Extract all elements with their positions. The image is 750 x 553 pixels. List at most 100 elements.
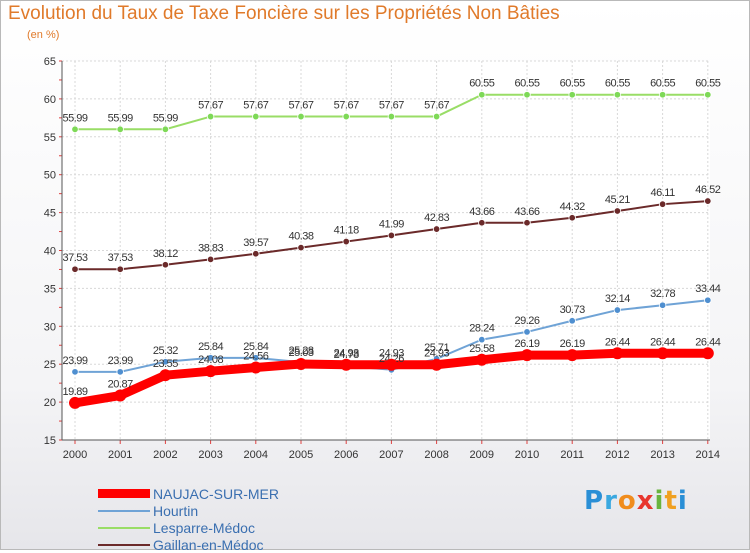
data-point-gaillan-en-m-doc bbox=[704, 197, 712, 205]
legend-item: Hourtin bbox=[98, 502, 279, 519]
data-point-hourtin bbox=[71, 368, 79, 376]
y-tick-label: 25 bbox=[44, 359, 56, 371]
data-point-lesparre-m-doc bbox=[342, 112, 350, 121]
data-label-hourtin: 25.32 bbox=[153, 345, 178, 357]
data-point-gaillan-en-m-doc bbox=[342, 237, 350, 246]
data-label-naujac-sur-mer: 23.55 bbox=[153, 358, 178, 370]
data-label-gaillan-en-m-doc: 43.66 bbox=[514, 206, 539, 218]
data-point-gaillan-en-m-doc bbox=[387, 231, 396, 240]
y-tick-label: 40 bbox=[44, 246, 56, 258]
data-point-gaillan-en-m-doc bbox=[252, 250, 260, 258]
data-point-gaillan-en-m-doc bbox=[161, 261, 170, 269]
data-label-gaillan-en-m-doc: 37.53 bbox=[108, 252, 133, 264]
data-label-gaillan-en-m-doc: 41.99 bbox=[379, 218, 404, 230]
data-point-naujac-sur-mer bbox=[249, 361, 262, 374]
chart-title: Evolution du Taux de Taxe Foncière sur l… bbox=[8, 3, 560, 24]
data-label-naujac-sur-mer: 20.87 bbox=[108, 379, 133, 391]
x-tick-label: 2007 bbox=[379, 449, 403, 461]
logo-letter: x bbox=[636, 486, 655, 516]
data-point-gaillan-en-m-doc bbox=[658, 200, 667, 208]
y-tick-label: 30 bbox=[44, 321, 56, 333]
legend-label: Hourtin bbox=[153, 502, 199, 519]
y-tick-label: 15 bbox=[44, 435, 56, 447]
data-label-naujac-sur-mer: 25.03 bbox=[288, 347, 313, 359]
legend-swatch bbox=[98, 526, 150, 529]
data-point-lesparre-m-doc bbox=[206, 112, 215, 121]
data-label-hourtin: 30.73 bbox=[560, 304, 585, 316]
data-label-lesparre-m-doc: 57.67 bbox=[334, 100, 359, 112]
data-label-naujac-sur-mer: 24.93 bbox=[334, 348, 359, 360]
y-tick-label: 65 bbox=[44, 56, 56, 68]
data-point-gaillan-en-m-doc bbox=[613, 207, 622, 215]
data-point-naujac-sur-mer bbox=[521, 349, 533, 362]
data-point-lesparre-m-doc bbox=[568, 91, 576, 99]
logo-letter: i bbox=[677, 486, 688, 516]
data-label-gaillan-en-m-doc: 39.57 bbox=[243, 237, 268, 249]
x-tick-label: 2014 bbox=[696, 449, 720, 461]
data-label-lesparre-m-doc: 57.67 bbox=[379, 100, 404, 112]
data-label-lesparre-m-doc: 57.67 bbox=[288, 100, 313, 112]
data-label-hourtin: 23.99 bbox=[108, 355, 133, 367]
data-label-naujac-sur-mer: 26.44 bbox=[650, 336, 675, 348]
data-label-lesparre-m-doc: 60.55 bbox=[605, 78, 630, 90]
logo-letter: t bbox=[664, 486, 678, 516]
x-tick-label: 2008 bbox=[424, 449, 448, 461]
x-tick-label: 2004 bbox=[244, 449, 268, 461]
data-label-naujac-sur-mer: 25.58 bbox=[469, 343, 494, 355]
data-label-gaillan-en-m-doc: 44.32 bbox=[560, 201, 585, 213]
legend-swatch bbox=[98, 543, 150, 546]
data-label-lesparre-m-doc: 60.55 bbox=[695, 78, 720, 90]
legend-swatch bbox=[98, 489, 150, 498]
data-label-naujac-sur-mer: 26.19 bbox=[514, 338, 539, 350]
data-point-hourtin bbox=[658, 301, 667, 309]
data-point-lesparre-m-doc bbox=[161, 125, 170, 133]
x-tick-label: 2000 bbox=[63, 449, 87, 461]
data-label-naujac-sur-mer: 26.19 bbox=[560, 338, 585, 350]
data-point-lesparre-m-doc bbox=[252, 112, 260, 121]
data-point-hourtin bbox=[206, 354, 215, 362]
legend-item: Lesparre-Médoc bbox=[98, 519, 279, 536]
data-label-gaillan-en-m-doc: 43.66 bbox=[469, 206, 494, 218]
data-point-hourtin bbox=[478, 335, 486, 344]
data-label-hourtin: 25.71 bbox=[424, 342, 449, 354]
data-point-gaillan-en-m-doc bbox=[206, 255, 215, 264]
data-label-gaillan-en-m-doc: 41.18 bbox=[334, 225, 359, 237]
data-label-hourtin: 25.84 bbox=[198, 341, 223, 353]
data-point-gaillan-en-m-doc bbox=[71, 265, 79, 273]
y-tick-label: 55 bbox=[44, 132, 56, 144]
data-label-naujac-sur-mer: 26.44 bbox=[605, 336, 630, 348]
data-point-gaillan-en-m-doc bbox=[432, 225, 441, 233]
data-label-naujac-sur-mer: 19.89 bbox=[62, 386, 87, 398]
data-label-gaillan-en-m-doc: 40.38 bbox=[288, 231, 313, 243]
data-point-naujac-sur-mer bbox=[475, 353, 488, 366]
x-tick-label: 2010 bbox=[515, 449, 539, 461]
logo-letter: P bbox=[584, 486, 605, 516]
x-tick-label: 2001 bbox=[108, 449, 132, 461]
x-tick-label: 2012 bbox=[605, 449, 629, 461]
legend-item: NAUJAC-SUR-MER bbox=[98, 485, 279, 502]
data-label-gaillan-en-m-doc: 45.21 bbox=[605, 194, 630, 206]
data-label-lesparre-m-doc: 55.99 bbox=[62, 112, 87, 124]
data-point-hourtin bbox=[252, 354, 260, 362]
legend-swatch bbox=[98, 509, 150, 512]
legend-label: NAUJAC-SUR-MER bbox=[153, 485, 279, 502]
data-point-naujac-sur-mer bbox=[385, 358, 398, 371]
data-point-naujac-sur-mer bbox=[566, 349, 579, 362]
data-point-naujac-sur-mer bbox=[295, 357, 307, 370]
data-point-gaillan-en-m-doc bbox=[568, 214, 576, 222]
data-point-hourtin bbox=[116, 368, 124, 376]
data-point-naujac-sur-mer bbox=[611, 347, 624, 360]
data-label-lesparre-m-doc: 57.67 bbox=[424, 100, 449, 112]
data-point-lesparre-m-doc bbox=[116, 125, 124, 133]
data-point-hourtin bbox=[613, 306, 622, 314]
data-label-hourtin: 32.78 bbox=[650, 288, 675, 300]
data-label-gaillan-en-m-doc: 46.52 bbox=[695, 184, 720, 196]
data-point-naujac-sur-mer bbox=[69, 396, 81, 409]
legend-item: Gaillan-en-Médoc bbox=[98, 536, 279, 553]
data-label-gaillan-en-m-doc: 42.83 bbox=[424, 212, 449, 224]
logo-letter: o bbox=[617, 486, 637, 516]
data-label-lesparre-m-doc: 60.55 bbox=[469, 78, 494, 90]
legend-label: Lesparre-Médoc bbox=[153, 519, 255, 536]
data-point-lesparre-m-doc bbox=[71, 125, 79, 133]
